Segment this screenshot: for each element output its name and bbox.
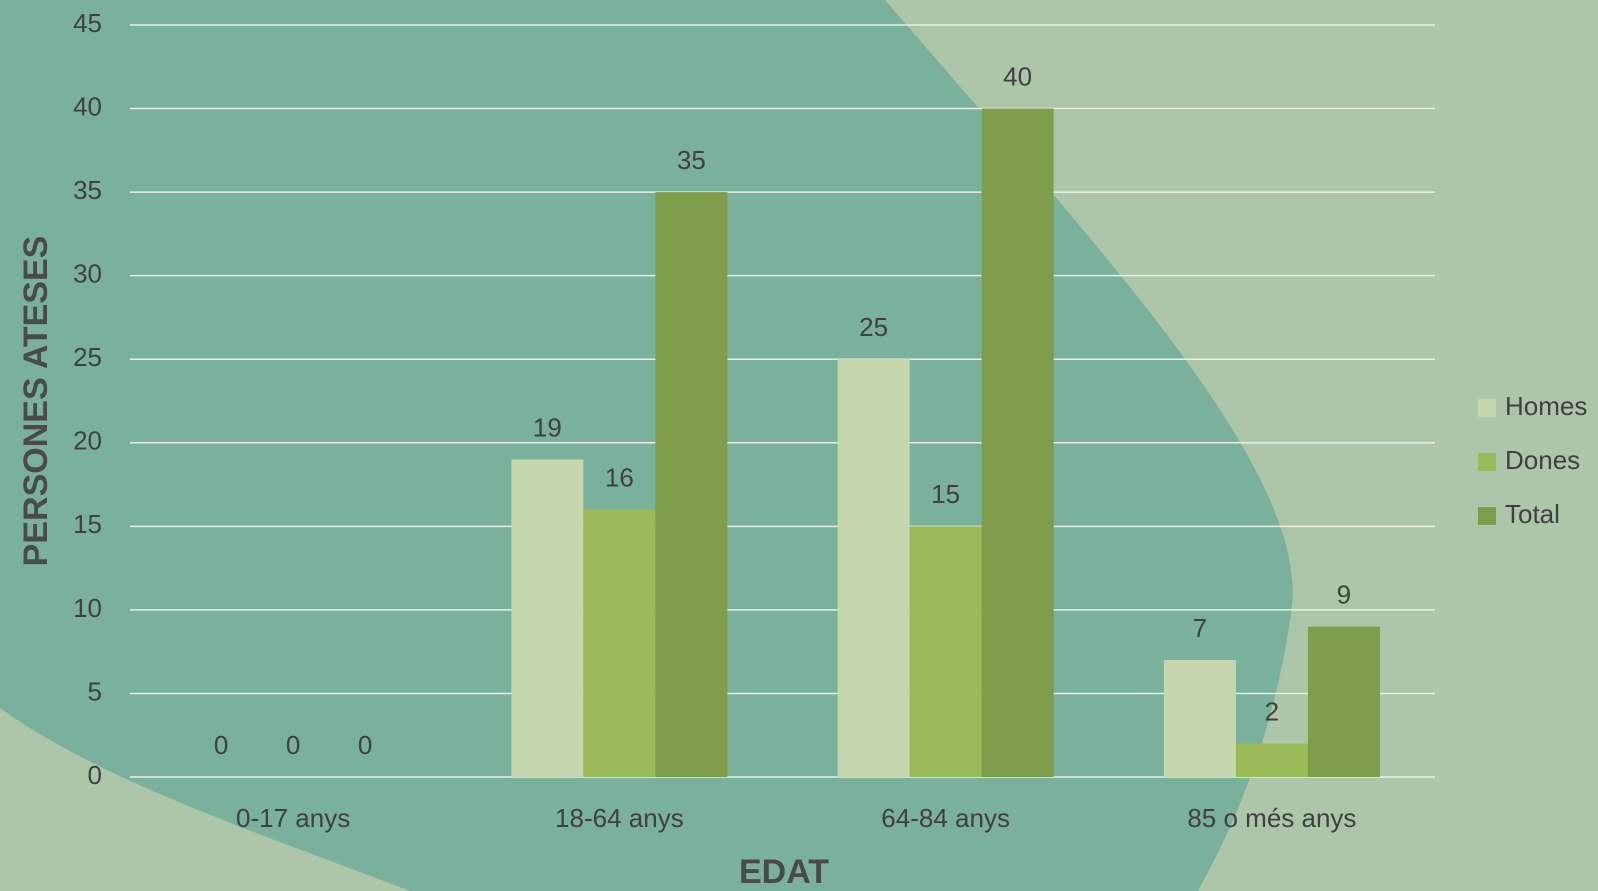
data-label: 16 <box>605 462 634 492</box>
bar <box>511 459 584 777</box>
data-label: 25 <box>859 312 888 342</box>
y-tick-label: 0 <box>88 760 102 790</box>
data-label: 0 <box>286 730 300 760</box>
legend-label: Dones <box>1505 445 1580 475</box>
y-tick-label: 45 <box>73 8 102 38</box>
y-tick-label: 30 <box>73 259 102 289</box>
bar <box>1235 743 1308 777</box>
x-tick-label: 64-84 anys <box>881 803 1010 833</box>
y-tick-label: 20 <box>73 426 102 456</box>
data-label: 35 <box>677 145 706 175</box>
legend-label: Homes <box>1505 391 1587 421</box>
x-tick-label: 18-64 anys <box>555 803 684 833</box>
data-label: 7 <box>1193 613 1207 643</box>
y-tick-label: 10 <box>73 593 102 623</box>
legend-swatch <box>1478 507 1496 525</box>
bar <box>1163 660 1236 777</box>
legend-swatch <box>1478 399 1496 417</box>
x-tick-label: 0-17 anys <box>236 803 350 833</box>
data-label: 40 <box>1003 61 1032 91</box>
y-tick-label: 40 <box>73 91 102 121</box>
x-tick-label: 85 o més anys <box>1187 803 1356 833</box>
bar <box>981 108 1054 778</box>
legend-label: Total <box>1505 499 1560 529</box>
data-label: 9 <box>1337 579 1351 609</box>
data-label: 15 <box>931 479 960 509</box>
data-label: 0 <box>214 730 228 760</box>
legend-swatch <box>1478 453 1496 471</box>
y-axis-title: PERSONES ATESES <box>17 236 55 567</box>
y-tick-label: 35 <box>73 175 102 205</box>
data-label: 19 <box>533 412 562 442</box>
y-tick-label: 5 <box>88 676 102 706</box>
bar <box>1307 626 1380 777</box>
data-label: 2 <box>1265 696 1279 726</box>
bar <box>909 526 982 777</box>
y-tick-label: 25 <box>73 342 102 372</box>
y-tick-label: 15 <box>73 509 102 539</box>
bar <box>583 509 656 777</box>
bar <box>837 359 910 777</box>
data-label: 0 <box>358 730 372 760</box>
x-axis-title: EDAT <box>739 853 829 891</box>
bar <box>655 192 728 778</box>
